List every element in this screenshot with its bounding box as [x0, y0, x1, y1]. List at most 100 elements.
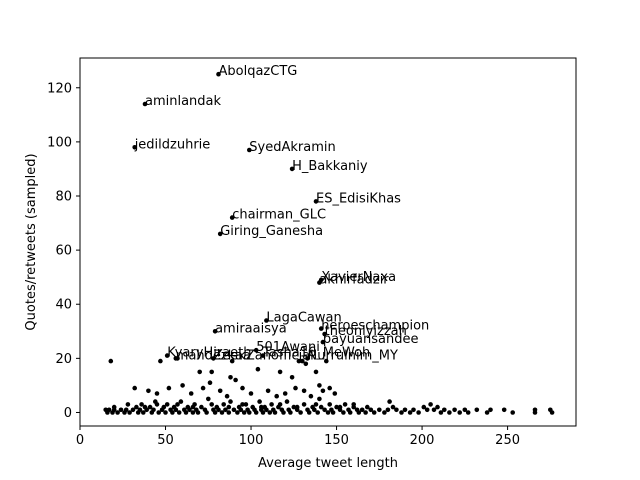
data-point: [363, 410, 368, 415]
data-point: [241, 410, 247, 415]
data-points: [103, 71, 555, 415]
data-point: [277, 369, 283, 375]
data-point: [178, 399, 184, 404]
labeled-data-point: [164, 353, 170, 358]
data-point: [399, 410, 404, 415]
data-point: [130, 407, 136, 413]
data-point: [301, 402, 307, 407]
data-point: [359, 407, 365, 413]
data-point: [416, 410, 421, 415]
data-point: [200, 385, 206, 391]
data-point: [247, 410, 252, 415]
data-point: [317, 396, 322, 402]
data-point: [190, 404, 196, 410]
data-point: [206, 396, 211, 402]
point-label: mahdezkaa: [176, 348, 251, 363]
labeled-data-point: [320, 339, 326, 345]
labeled-data-point: [289, 166, 295, 172]
data-point: [190, 410, 196, 415]
data-point: [175, 402, 180, 407]
data-point: [315, 410, 321, 415]
data-point: [289, 375, 295, 380]
data-point: [240, 385, 245, 391]
data-point: [146, 388, 151, 394]
point-label: akhirfadzir: [319, 273, 389, 288]
data-point: [371, 410, 377, 415]
data-point: [127, 410, 132, 415]
data-point: [137, 407, 143, 413]
data-point: [238, 407, 244, 413]
y-axis-ticks: 0 20 40 60 80 100 120: [47, 81, 80, 421]
data-point: [284, 399, 290, 404]
x-tick-label: 150: [324, 433, 349, 448]
data-point: [164, 402, 170, 407]
x-tick-label: 250: [495, 433, 520, 448]
labeled-data-point: [216, 71, 221, 77]
data-point: [188, 391, 194, 396]
point-label: LagaCawan: [266, 311, 341, 326]
data-point: [228, 399, 233, 404]
data-point: [327, 402, 333, 407]
data-point: [424, 407, 430, 413]
data-point: [253, 410, 259, 415]
data-point: [217, 388, 223, 394]
data-point: [248, 391, 254, 396]
data-point: [154, 391, 160, 396]
plot-frame: [79, 57, 577, 427]
data-point: [123, 407, 129, 413]
data-point: [173, 407, 179, 413]
data-point: [228, 375, 233, 380]
data-point: [465, 410, 471, 415]
data-point: [223, 407, 228, 413]
data-point: [259, 404, 264, 410]
point-label: chairman_GLC: [232, 208, 326, 223]
data-point: [308, 393, 314, 399]
x-tick-label: 100: [239, 433, 264, 448]
data-point: [111, 404, 117, 410]
y-tick-label: 0: [64, 406, 72, 421]
data-point: [421, 404, 427, 410]
data-point: [532, 410, 538, 415]
data-point: [428, 402, 433, 407]
data-point: [147, 404, 153, 410]
data-point: [108, 358, 114, 364]
data-point: [187, 407, 192, 413]
data-point: [301, 388, 307, 394]
data-point: [176, 410, 182, 415]
data-point: [282, 391, 288, 396]
data-point: [365, 404, 370, 410]
data-point: [337, 404, 343, 410]
data-point: [320, 388, 326, 394]
data-point: [442, 407, 447, 413]
data-point: [296, 358, 302, 364]
data-point: [272, 410, 278, 415]
data-point: [269, 402, 274, 407]
x-tick-label: 0: [76, 433, 84, 448]
point-label: XavierNaxa: [321, 270, 396, 285]
y-tick-label: 80: [55, 190, 72, 205]
point-label: heroeschampion: [321, 319, 429, 334]
data-point: [402, 407, 408, 413]
data-point: [267, 410, 273, 415]
data-point: [260, 410, 266, 415]
data-point: [368, 407, 374, 413]
data-point: [488, 407, 493, 413]
data-point: [195, 410, 201, 415]
data-point: [141, 410, 146, 415]
data-point: [385, 407, 391, 413]
point-label: Giring_Ganesha: [220, 224, 323, 239]
data-point: [291, 404, 297, 410]
data-point: [274, 393, 280, 399]
y-tick-label: 120: [47, 81, 72, 96]
labeled-data-point: [247, 147, 252, 153]
data-point: [452, 407, 457, 413]
x-tick-label: 50: [157, 433, 174, 448]
point-label: payuansandee: [323, 332, 419, 347]
labeled-data-point: [318, 326, 324, 331]
data-point: [166, 385, 172, 391]
data-point: [293, 385, 298, 391]
data-point: [257, 399, 262, 404]
data-point: [199, 404, 204, 410]
data-point: [317, 383, 322, 388]
data-point: [243, 402, 249, 407]
